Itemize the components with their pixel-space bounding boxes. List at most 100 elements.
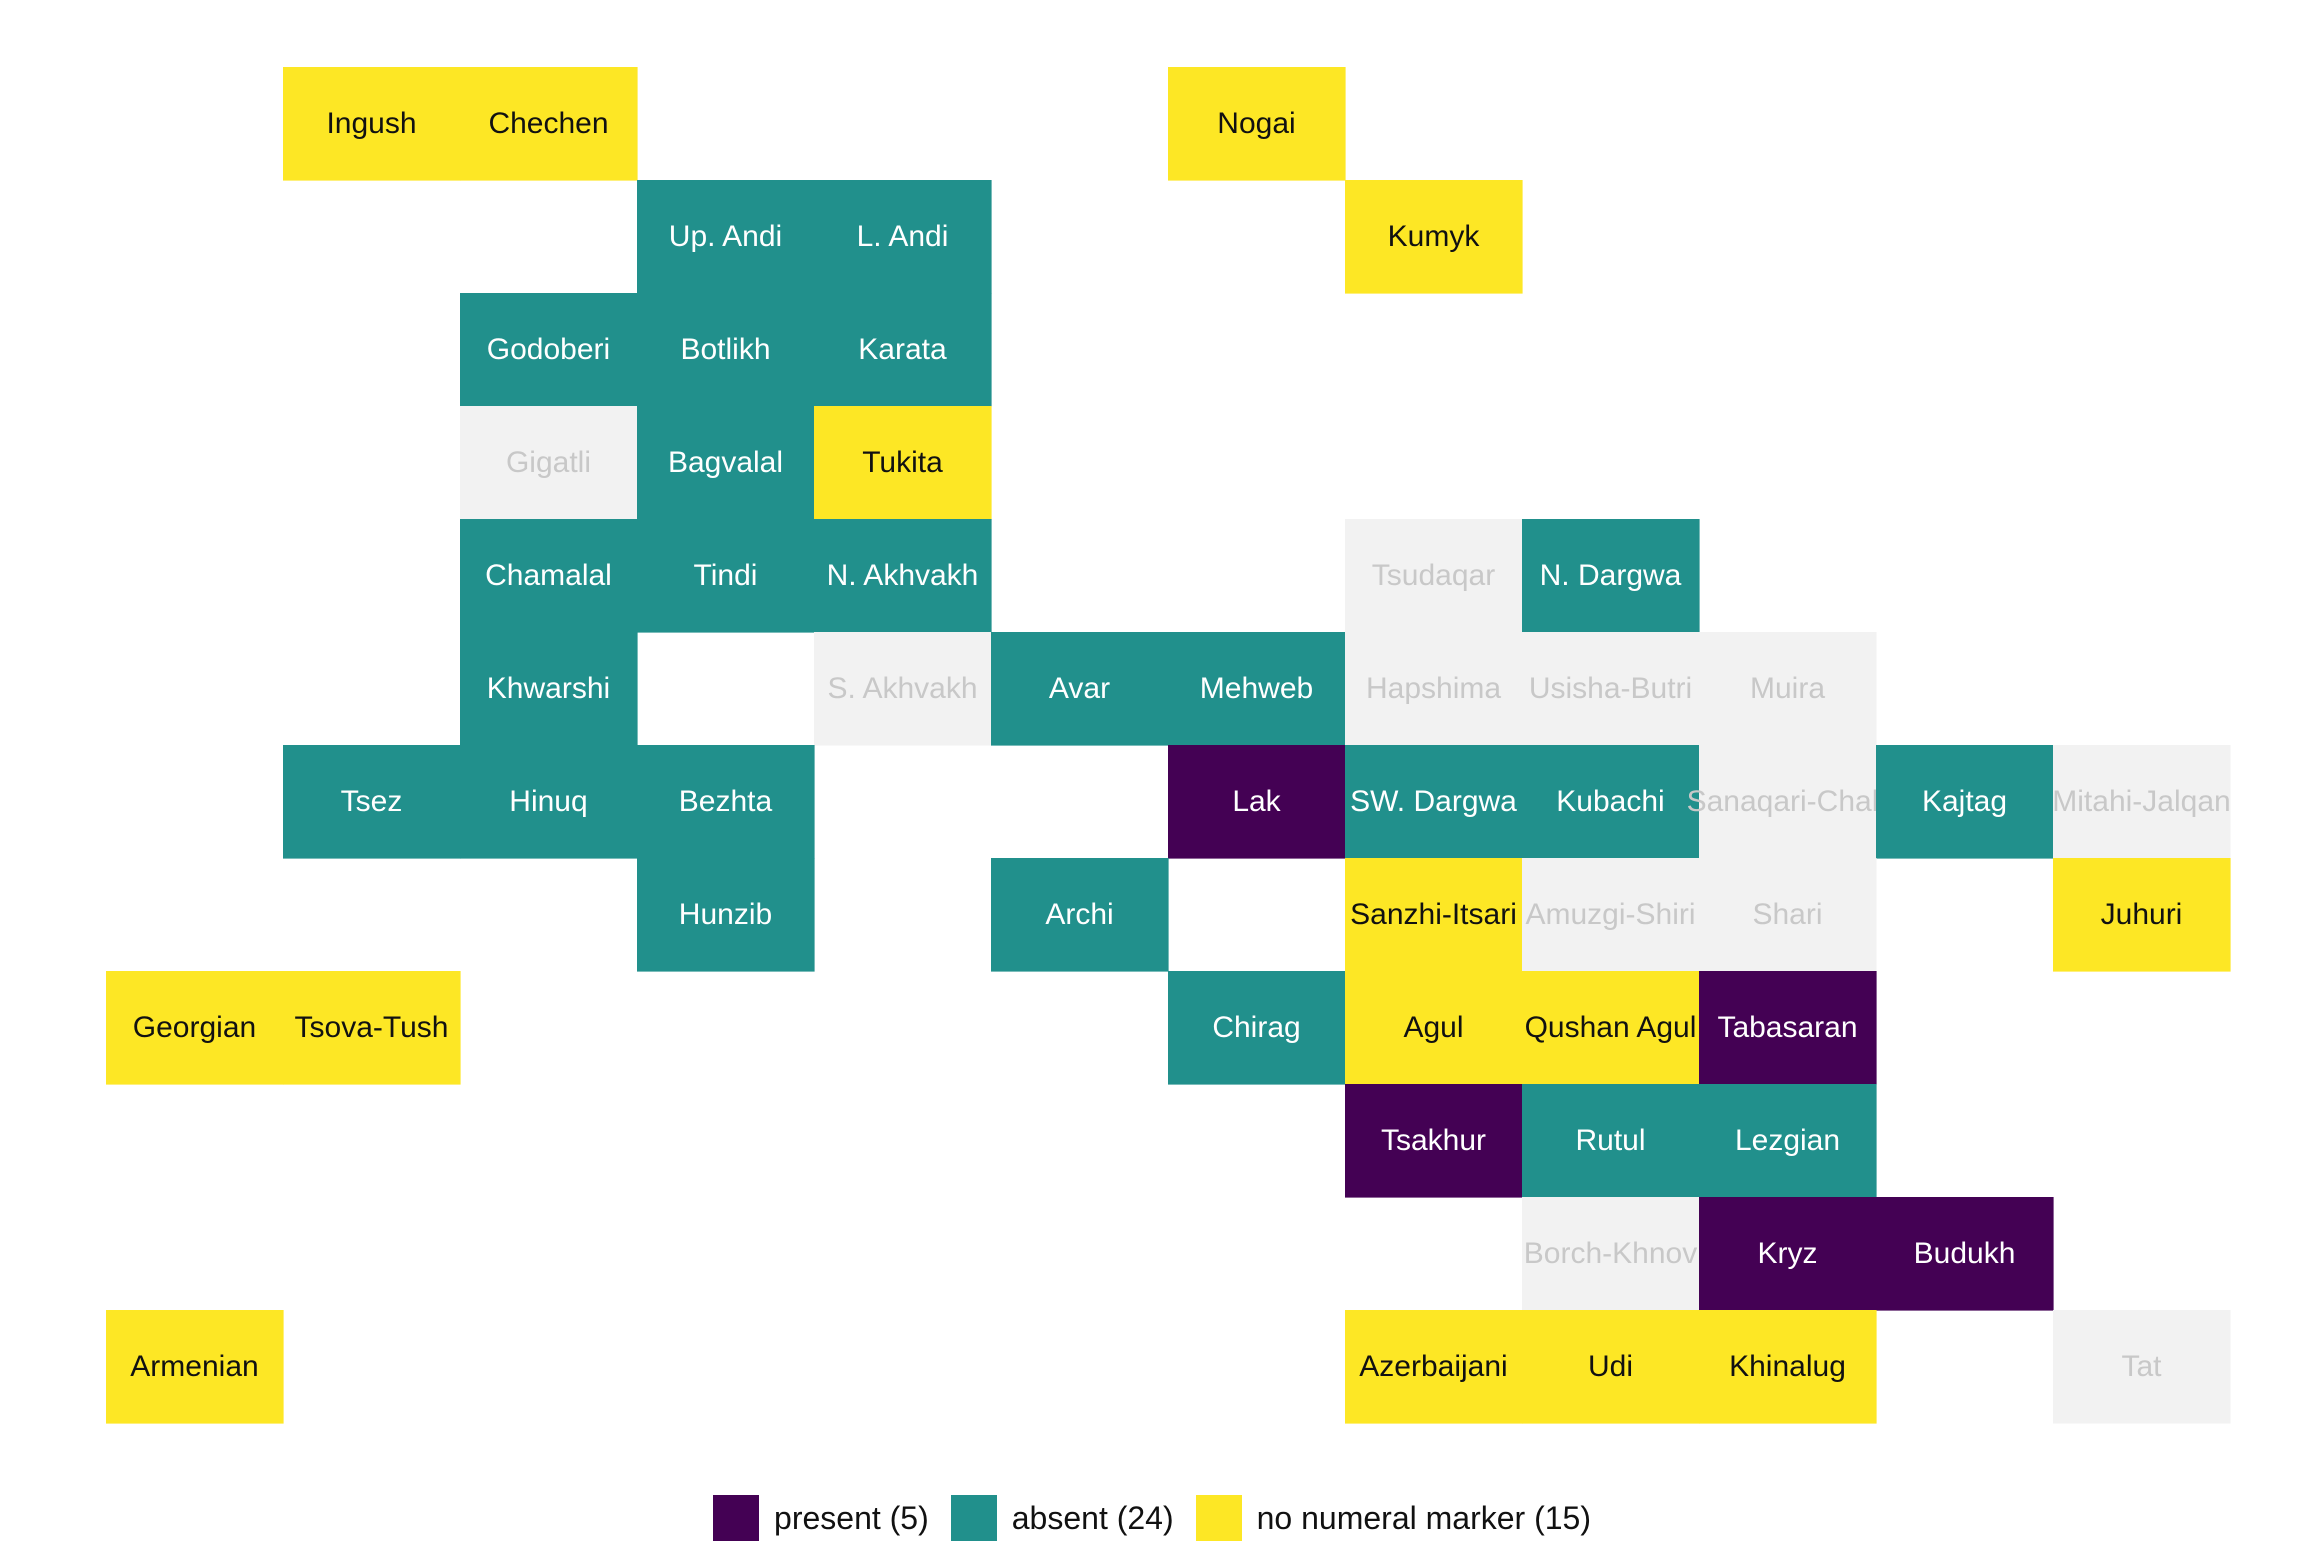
tile-lak: Lak — [1168, 745, 1346, 859]
tile-archi: Archi — [991, 858, 1169, 972]
tile-sanzhi-itsari: Sanzhi-Itsari — [1345, 858, 1523, 972]
tile-label: Bezhta — [679, 785, 773, 818]
tile-rect — [1345, 519, 1523, 633]
tile-mitahi-jalqan: Mitahi-Jalqan — [2052, 745, 2231, 859]
tile-label: Sanaqari-Chah — [1687, 785, 1889, 818]
tile-label: Avar — [1049, 672, 1110, 705]
tile-rect — [1699, 1084, 1877, 1198]
tile-label: Hunzib — [679, 898, 772, 931]
tile-label: Tabasaran — [1717, 1011, 1857, 1044]
tile-budukh: Budukh — [1876, 1197, 2054, 1311]
tile-chechen: Chechen — [460, 67, 638, 181]
tile-rect — [1876, 1197, 2054, 1311]
tile-label: Nogai — [1217, 107, 1295, 140]
tile-label: Tsudaqar — [1372, 559, 1495, 592]
tile-label: Tsakhur — [1381, 1124, 1486, 1157]
tile-rect — [1699, 745, 1877, 859]
tile-rect — [460, 293, 638, 407]
tile-chamalal: Chamalal — [460, 519, 638, 633]
legend-item-none: no numeral marker (15) — [1195, 1495, 1591, 1541]
tile-nogai: Nogai — [1168, 67, 1346, 181]
tile-hapshima: Hapshima — [1345, 632, 1523, 746]
tile-label: Qushan Agul — [1525, 1011, 1697, 1044]
tile-label: Khwarshi — [487, 672, 610, 705]
tile-rect — [1345, 180, 1523, 294]
tile-kajtag: Kajtag — [1876, 745, 2054, 859]
tile-rect — [2053, 858, 2231, 972]
tile-rect — [1522, 632, 1700, 746]
tile-rect — [1168, 971, 1346, 1085]
tile-rect — [106, 1310, 284, 1424]
tile-rect — [283, 67, 461, 181]
tile-label: Shari — [1752, 898, 1822, 931]
tile-label: SW. Dargwa — [1350, 785, 1517, 818]
tile-amuzgi-shiri: Amuzgi-Shiri — [1522, 858, 1700, 972]
tile-tabasaran: Tabasaran — [1699, 971, 1877, 1085]
tile-khwarshi: Khwarshi — [460, 632, 638, 746]
tile-rect — [1345, 971, 1523, 1085]
tile-rect — [814, 632, 992, 746]
tile-label: Georgian — [133, 1011, 256, 1044]
tile-label: S. Akhvakh — [827, 672, 977, 705]
tile-rect — [637, 180, 815, 294]
tile-label: Lezgian — [1735, 1124, 1840, 1157]
tile-rect — [2053, 745, 2231, 859]
legend-swatch — [1195, 1495, 1242, 1541]
tile-label: Kryz — [1758, 1237, 1818, 1270]
tile-l-andi: L. Andi — [814, 180, 992, 294]
tile-rect — [1699, 1310, 1877, 1424]
tile-bagvalal: Bagvalal — [637, 406, 815, 520]
legend-label: no numeral marker (15) — [1256, 1499, 1591, 1536]
tile-s-akhvakh: S. Akhvakh — [814, 632, 992, 746]
tile-rect — [1699, 858, 1877, 972]
tile-rect — [1522, 1084, 1700, 1198]
tile-label: Chirag — [1212, 1011, 1300, 1044]
tile-label: Gigatli — [506, 446, 591, 479]
tile-mehweb: Mehweb — [1168, 632, 1346, 746]
tile-tsez: Tsez — [283, 745, 461, 859]
tile-label: Bagvalal — [668, 446, 783, 479]
tile-gigatli: Gigatli — [460, 406, 638, 520]
tile-rect — [460, 632, 638, 746]
tile-rect — [637, 519, 815, 633]
tile-label: Hinuq — [509, 785, 587, 818]
tile-label: Amuzgi-Shiri — [1525, 898, 1695, 931]
tile-tsudaqar: Tsudaqar — [1345, 519, 1523, 633]
tile-bezhta: Bezhta — [637, 745, 815, 859]
tile-rect — [991, 632, 1169, 746]
tile-shari: Shari — [1699, 858, 1877, 972]
tile-label: Udi — [1588, 1350, 1633, 1383]
tile-label: Tat — [2121, 1350, 2162, 1383]
tile-label: Up. Andi — [669, 220, 782, 253]
tile-label: Chechen — [488, 107, 608, 140]
tile-hunzib: Hunzib — [637, 858, 815, 972]
tile-rect — [1876, 745, 2054, 859]
tile-label: Tsova-Tush — [295, 1011, 449, 1044]
tile-tsakhur: Tsakhur — [1345, 1084, 1523, 1198]
tile-label: Muira — [1750, 672, 1825, 705]
tile-muira: Muira — [1699, 632, 1877, 746]
tile-azerbaijani: Azerbaijani — [1345, 1310, 1523, 1424]
tile-rect — [1168, 67, 1346, 181]
tile-n-dargwa: N. Dargwa — [1522, 519, 1700, 633]
legend-swatch — [713, 1495, 760, 1541]
tile-rect — [1168, 745, 1346, 859]
tile-label: Borch-Khnov — [1524, 1237, 1697, 1270]
tile-rect — [637, 293, 815, 407]
tile-rect — [1168, 632, 1346, 746]
tile-rect — [814, 406, 992, 520]
tile-label: Sanzhi-Itsari — [1350, 898, 1517, 931]
legend-swatch — [950, 1495, 997, 1541]
tile-rutul: Rutul — [1522, 1084, 1700, 1198]
tile-armenian: Armenian — [106, 1310, 284, 1424]
tile-rect — [1522, 745, 1700, 859]
tile-kumyk: Kumyk — [1345, 180, 1523, 294]
tile-godoberi: Godoberi — [460, 293, 638, 407]
tile-qushan-agul: Qushan Agul — [1522, 971, 1700, 1085]
tile-rect — [2053, 1310, 2231, 1424]
tile-tukita: Tukita — [814, 406, 992, 520]
tile-label: Khinalug — [1729, 1350, 1846, 1383]
tile-label: Juhuri — [2101, 898, 2183, 931]
tile-rect — [1522, 519, 1700, 633]
